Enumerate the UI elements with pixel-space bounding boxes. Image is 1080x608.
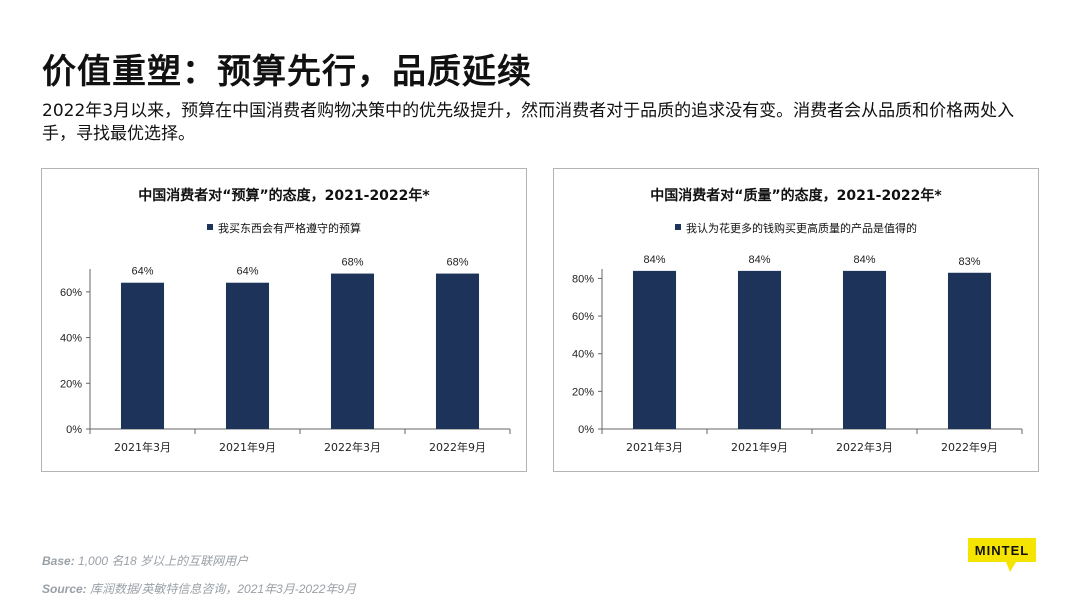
y-tick-label: 40%: [60, 333, 82, 345]
data-label: 68%: [446, 257, 468, 269]
data-label: 84%: [853, 254, 875, 266]
y-tick-label: 80%: [572, 273, 594, 285]
x-category-label: 2022年9月: [429, 440, 486, 454]
x-category-label: 2021年9月: [731, 440, 788, 454]
base-label: Base:: [42, 554, 75, 568]
y-tick-label: 0%: [578, 424, 594, 436]
bar: [947, 272, 992, 429]
data-label: 68%: [341, 257, 363, 269]
y-tick-label: 40%: [572, 349, 594, 361]
y-tick-label: 20%: [572, 386, 594, 398]
base-note: Base: 1,000 名18 岁以上的互联网用户: [42, 552, 248, 569]
bar: [737, 270, 782, 429]
source-note: Source: 库润数据/英敏特信息咨询，2021年3月-2022年9月: [42, 580, 356, 597]
x-category-label: 2022年3月: [836, 440, 893, 454]
logo-badge-shape: [968, 538, 1036, 572]
chart-legend: 我认为花更多的钱购买更高质量的产品是值得的: [675, 221, 917, 235]
chart-title: 中国消费者对“预算”的态度，2021-2022年*: [138, 187, 430, 204]
bar: [330, 273, 375, 429]
source-label: Source:: [42, 582, 87, 596]
y-tick-label: 60%: [60, 287, 82, 299]
y-tick-label: 20%: [60, 378, 82, 390]
budget-chart-panel: 中国消费者对“预算”的态度，2021-2022年* 我买东西会有严格遵守的预算 0%…: [41, 168, 527, 472]
legend-swatch: [675, 224, 681, 230]
y-tick-label: 60%: [572, 311, 594, 323]
page-subtitle: 2022年3月以来，预算在中国消费者购物决策中的优先级提升，然而消费者对于品质的…: [42, 101, 1015, 144]
base-text: 1,000 名18 岁以上的互联网用户: [74, 554, 249, 568]
x-category-label: 2021年3月: [626, 440, 683, 454]
legend-label: 我买东西会有严格遵守的预算: [218, 221, 361, 235]
quality-chart-panel: 中国消费者对“质量”的态度，2021-2022年* 我认为花更多的钱购买更高质量的…: [553, 168, 1039, 472]
budget-chart: 中国消费者对“预算”的态度，2021-2022年* 我买东西会有严格遵守的预算 0%…: [60, 187, 511, 454]
bar: [435, 273, 480, 429]
bar: [225, 282, 270, 429]
x-category-label: 2022年3月: [324, 440, 381, 454]
legend-label: 我认为花更多的钱购买更高质量的产品是值得的: [686, 221, 917, 235]
source-text: 库润数据/英敏特信息咨询，2021年3月-2022年9月: [86, 582, 357, 596]
bar: [632, 270, 677, 429]
data-label: 64%: [236, 266, 258, 278]
chart-legend: 我买东西会有严格遵守的预算: [207, 221, 361, 235]
mintel-logo: MINTEL: [968, 538, 1036, 572]
x-category-label: 2021年3月: [114, 440, 171, 454]
data-label: 83%: [958, 256, 980, 268]
data-label: 84%: [748, 254, 770, 266]
chart-title: 中国消费者对“质量”的态度，2021-2022年*: [650, 187, 942, 204]
legend-swatch: [207, 224, 213, 230]
bar: [120, 282, 165, 429]
x-category-label: 2022年9月: [941, 440, 998, 454]
logo-text: MINTEL: [975, 543, 1029, 558]
y-tick-label: 0%: [66, 424, 82, 436]
page-title: 价值重塑：预算先行，品质延续: [42, 52, 532, 92]
quality-chart: 中国消费者对“质量”的态度，2021-2022年* 我认为花更多的钱购买更高质量的…: [572, 187, 1023, 454]
x-category-label: 2021年9月: [219, 440, 276, 454]
data-label: 84%: [643, 254, 665, 266]
data-label: 64%: [131, 266, 153, 278]
bar: [842, 270, 887, 429]
